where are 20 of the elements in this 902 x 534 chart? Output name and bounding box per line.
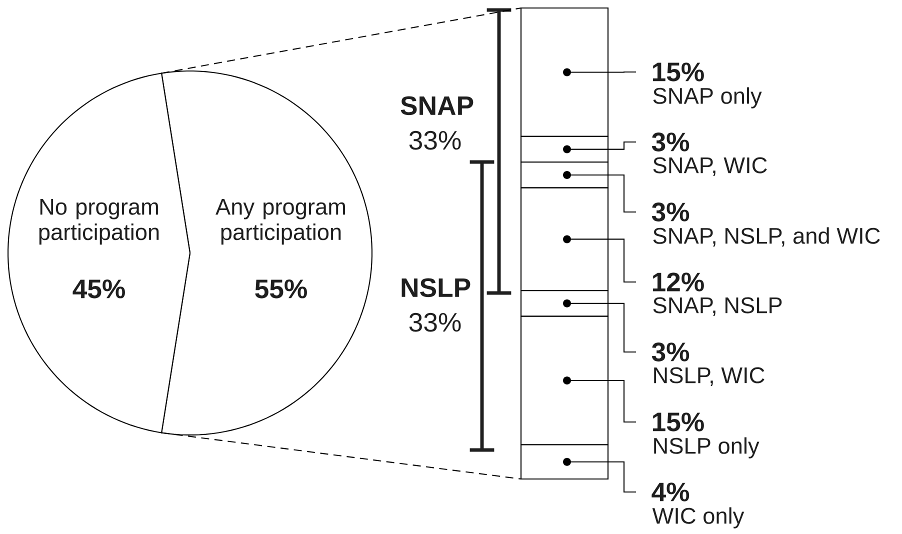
data-label: 3% [652, 132, 690, 152]
text: NSLP only [654, 437, 760, 458]
data-label: 15% [652, 62, 704, 82]
text: SNAP, NSLP [653, 297, 782, 316]
text: WIC only [652, 507, 744, 528]
text: SNAP 33% [400, 96, 474, 150]
data-label: 12% [652, 272, 704, 292]
data-label: 45% [72, 280, 125, 298]
data-label: 55% [255, 280, 307, 298]
data-label: 3% [652, 342, 690, 362]
text: NSLP 33% [402, 278, 470, 332]
data-label: 3% [652, 202, 690, 222]
series-label: SNAP only [653, 87, 762, 108]
text: SNAP, NSLP, and WIC [653, 227, 880, 247]
slice-label: Any program participation [216, 199, 346, 245]
series-label: SNAP, WIC [653, 157, 767, 176]
data-label: 15% [652, 412, 704, 432]
text: NSLP, WIC [654, 367, 764, 386]
data-label: 4% [652, 482, 690, 502]
slice-label: No program participation [39, 199, 159, 245]
